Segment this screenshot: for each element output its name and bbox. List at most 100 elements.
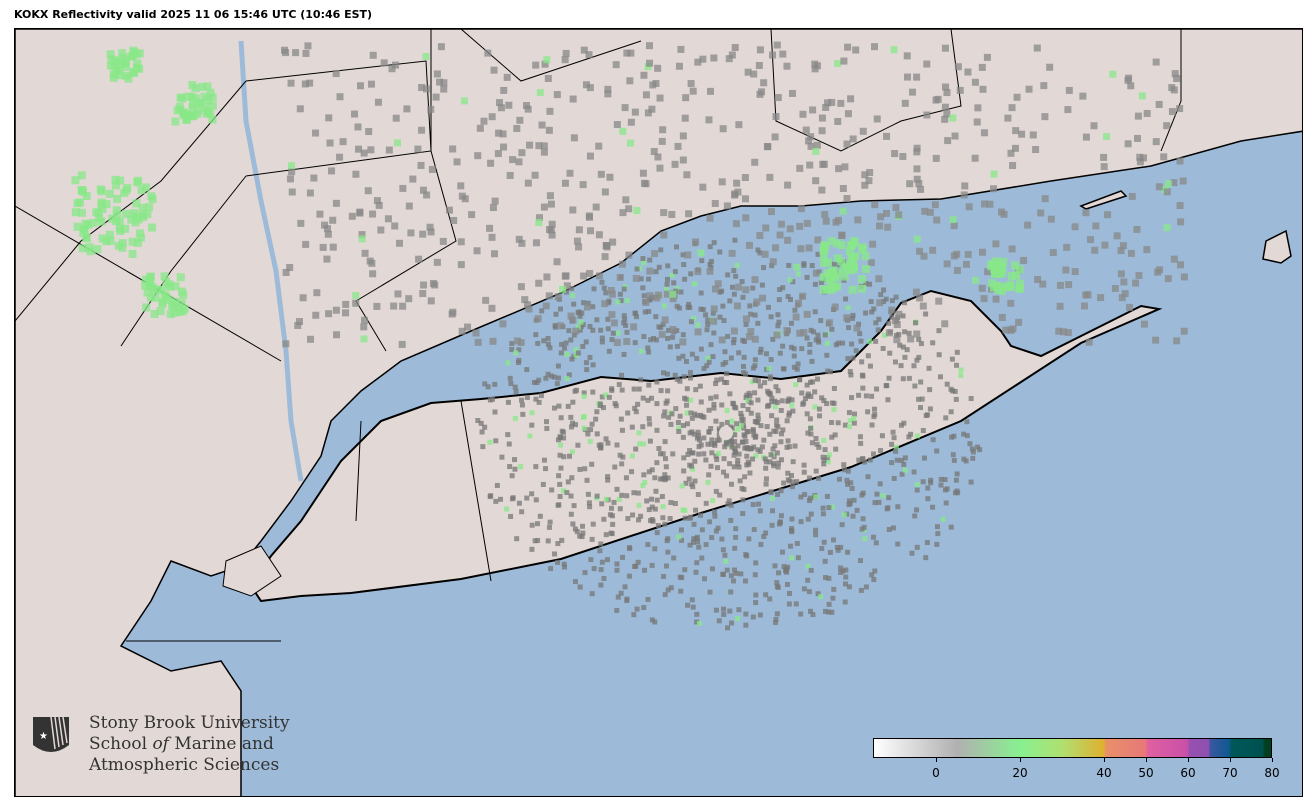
radar-echo-pixel [619,461,625,467]
radar-echo-pixel [767,208,775,216]
radar-echo-pixel [826,505,832,511]
radar-echo-pixel [799,390,805,396]
radar-echo-pixel [677,413,683,419]
radar-echo-pixel [626,139,634,147]
radar-echo-pixel [764,143,772,151]
radar-echo-pixel [745,429,751,435]
radar-echo-pixel [831,586,837,592]
radar-echo-pixel [98,204,107,213]
radar-echo-pixel [569,286,575,292]
radar-echo-pixel [720,547,726,553]
radar-echo-pixel [556,473,562,479]
radar-echo-pixel [685,451,691,457]
radar-echo-pixel [541,338,547,344]
radar-echo-pixel [109,70,118,79]
radar-echo-pixel [961,182,969,190]
radar-echo-pixel [580,344,586,350]
radar-echo-pixel [839,522,845,528]
radar-echo-pixel [710,354,716,360]
radar-echo-pixel [647,438,653,444]
radar-echo-pixel [697,249,705,257]
radar-echo-pixel [722,552,728,558]
radar-echo-pixel [620,454,626,460]
radar-echo-pixel [723,202,731,210]
radar-echo-pixel [601,300,609,308]
radar-echo-pixel [732,439,738,445]
radar-echo-pixel [828,285,837,294]
radar-echo-pixel [951,433,957,439]
radar-echo-pixel [797,377,803,383]
radar-echo-pixel [665,388,671,394]
radar-echo-pixel [925,412,931,418]
radar-echo-pixel [859,127,867,135]
radar-echo-pixel [594,317,600,323]
radar-echo-pixel [978,63,986,71]
radar-echo-pixel [352,170,360,178]
radar-echo-pixel [1015,265,1024,274]
radar-echo-pixel [710,305,718,313]
radar-echo-pixel [573,237,581,245]
radar-echo-pixel [670,451,676,457]
radar-echo-pixel [625,410,631,416]
radar-echo-pixel [867,259,875,267]
radar-echo-pixel [790,279,796,285]
radar-echo-pixel [999,288,1007,296]
radar-echo-pixel [916,294,924,302]
radar-echo-pixel [548,566,554,572]
radar-echo-pixel [774,450,780,456]
radar-echo-pixel [71,208,80,217]
radar-map[interactable]: ★ Stony Brook University School of Marin… [14,28,1303,797]
radar-echo-pixel [577,584,583,590]
radar-echo-pixel [654,497,660,503]
radar-echo-pixel [551,374,557,380]
radar-echo-pixel [771,133,779,141]
radar-echo-pixel [543,273,551,281]
radar-echo-pixel [364,187,372,195]
radar-echo-pixel [895,310,903,318]
radar-echo-pixel [901,461,907,467]
radar-echo-pixel [351,110,359,118]
radar-echo-pixel [804,411,810,417]
radar-echo-pixel [522,102,530,110]
radar-echo-pixel [622,316,628,322]
radar-echo-pixel [490,66,498,74]
radar-echo-pixel [603,243,611,251]
radar-echo-pixel [803,310,811,318]
radar-echo-pixel [998,269,1007,278]
radar-echo-pixel [824,99,832,107]
radar-echo-pixel [694,328,702,336]
radar-echo-pixel [685,210,693,218]
radar-echo-pixel [150,310,159,319]
radar-echo-pixel [576,309,582,315]
radar-echo-pixel [423,191,431,199]
radar-echo-pixel [819,273,828,282]
radar-echo-pixel [1009,162,1017,170]
radar-echo-pixel [898,363,904,369]
radar-echo-pixel [636,502,642,508]
radar-echo-pixel [805,516,811,522]
radar-echo-pixel [895,211,903,219]
radar-echo-pixel [664,538,670,544]
radar-echo-pixel [642,309,648,315]
radar-echo-pixel [793,382,799,388]
radar-echo-pixel [753,592,759,598]
radar-echo-pixel [779,549,785,555]
radar-echo-pixel [645,397,651,403]
radar-echo-pixel [772,443,778,449]
radar-echo-pixel [942,477,948,483]
radar-echo-pixel [847,254,856,263]
radar-echo-pixel [146,272,155,281]
radar-echo-pixel [802,126,810,134]
radar-echo-pixel [883,296,889,302]
radar-echo-pixel [870,534,876,540]
radar-echo-pixel [594,409,600,415]
radar-echo-pixel [689,351,695,357]
radar-echo-pixel [89,218,98,227]
radar-echo-pixel [683,358,689,364]
radar-echo-pixel [786,590,792,596]
radar-echo-pixel [812,404,818,410]
radar-echo-pixel [709,535,715,541]
radar-echo-pixel [116,176,125,185]
radar-echo-pixel [767,596,773,602]
radar-echo-pixel [713,418,719,424]
